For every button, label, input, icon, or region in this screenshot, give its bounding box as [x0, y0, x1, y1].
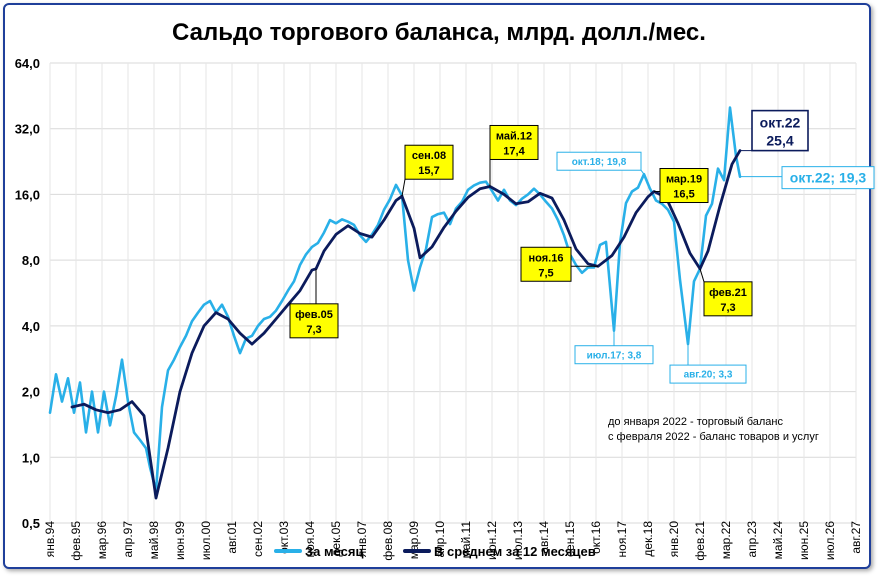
annotations: фев.05 7,3 сен.08 15,7 май.12 17,4 ноя.16 7,5 ма…	[289, 109, 875, 384]
annotation-value: 16,5	[673, 189, 694, 201]
legend: За месяц В среднем за 12 месяцев	[274, 544, 596, 559]
x-tick-label: май.11	[459, 521, 473, 559]
x-tick-label: мар.96	[95, 521, 109, 560]
chart-title: Сальдо торгового баланса, млрд. долл./ме…	[172, 19, 706, 46]
annotation-label: июл.17; 3,8	[587, 350, 642, 361]
series-group	[48, 106, 742, 500]
y-tick-label: 1,0	[22, 450, 40, 465]
x-tick-label: май.24	[771, 521, 785, 560]
annotation-value: 7,5	[538, 267, 553, 279]
annotation-box	[556, 151, 642, 171]
legend-label: За месяц	[305, 544, 363, 559]
x-tick-label: июл.13	[511, 521, 525, 560]
x-tick-label: апр.97	[121, 521, 135, 558]
x-tick-label: авг.14	[537, 521, 551, 554]
x-tick-label: сен.02	[251, 521, 265, 557]
annotation-label: окт.18; 19,8	[572, 157, 627, 168]
y-axis: 64,0 32,0 16,0 8,0 4,0 2,0 1,0 0,5	[15, 56, 40, 531]
x-tick-label: янв.20	[667, 521, 681, 558]
annotation-leader	[401, 179, 406, 197]
note-line-2: с февраля 2022 - баланс товаров и услуг	[608, 431, 819, 443]
x-tick-label: янв.07	[355, 521, 369, 558]
y-tick-label: 32,0	[15, 122, 40, 137]
x-tick-label: окт.03	[277, 521, 291, 554]
x-tick-label: дек.05	[329, 521, 343, 557]
x-tick-label: сен.15	[563, 521, 577, 557]
legend-label: В среднем за 12 месяцев	[434, 544, 596, 559]
annotation-label: фев.05	[295, 309, 333, 321]
y-tick-label: 4,0	[22, 319, 40, 334]
y-tick-label: 16,0	[15, 187, 40, 202]
x-tick-label: янв.94	[43, 521, 57, 558]
x-tick-label: фев.08	[381, 521, 395, 561]
annotation-box	[659, 168, 709, 204]
x-tick-label: фев.95	[69, 521, 83, 561]
annotation-box	[489, 124, 539, 160]
annotation-leader	[640, 169, 645, 175]
annotation-leader	[699, 268, 705, 282]
x-tick-label: дек.18	[641, 521, 655, 557]
annotation-label: ноя.16	[529, 252, 564, 264]
annotation-value: 7,3	[306, 324, 321, 336]
y-tick-label: 8,0	[22, 253, 40, 268]
x-tick-label: май.98	[147, 521, 161, 560]
x-tick-label: июл.00	[199, 521, 213, 560]
x-tick-label: апр.10	[433, 521, 447, 558]
y-tick-label: 64,0	[15, 56, 40, 71]
x-tick-label: апр.23	[745, 521, 759, 558]
annotation-value: 7,3	[720, 302, 735, 314]
annotation-box	[751, 109, 809, 152]
series-line-12m-average	[70, 149, 742, 500]
annotation-label: окт.22; 19,3	[790, 170, 867, 186]
annotation-label: мар.19	[666, 174, 702, 186]
annotation-value: 15,7	[418, 165, 439, 177]
annotation-label: авг.20; 3,3	[684, 370, 733, 381]
annotation-box	[781, 166, 875, 190]
x-tick-label: авг.27	[849, 521, 863, 554]
series-line-monthly	[48, 106, 742, 493]
x-tick-label: авг.01	[225, 521, 239, 554]
annotation-label: фев.21	[709, 287, 747, 299]
x-tick-label: июн.99	[173, 521, 187, 560]
x-tick-label: окт.16	[589, 521, 603, 554]
x-tick-label: мар.09	[407, 521, 421, 560]
annotation-box	[703, 281, 753, 317]
notes: до января 2022 - торговый баланс с февра…	[608, 416, 819, 443]
annotation-value: 25,4	[766, 133, 793, 149]
annotation-box	[289, 303, 339, 339]
annotation-label: сен.08	[412, 150, 446, 162]
annotation-box	[404, 144, 454, 180]
note-line-1: до января 2022 - торговый баланс	[608, 416, 783, 428]
annotation-label: окт.22	[760, 115, 801, 131]
annotation-box	[574, 345, 654, 365]
x-tick-label: фев.21	[693, 521, 707, 561]
grid	[49, 62, 857, 524]
x-tick-label: июн.25	[797, 521, 811, 560]
x-tick-label: июл.26	[823, 521, 837, 560]
annotation-value: 17,4	[503, 145, 525, 157]
annotation-box	[520, 246, 572, 282]
annotation-label: май.12	[496, 130, 532, 142]
x-tick-label: мар.22	[719, 521, 733, 560]
x-tick-label: ноя.04	[303, 521, 317, 558]
annotation-box	[669, 364, 747, 384]
x-tick-label: июн.12	[485, 521, 499, 560]
x-tick-label: ноя.17	[615, 521, 629, 558]
y-tick-label: 0,5	[22, 516, 40, 531]
y-tick-label: 2,0	[22, 385, 40, 400]
